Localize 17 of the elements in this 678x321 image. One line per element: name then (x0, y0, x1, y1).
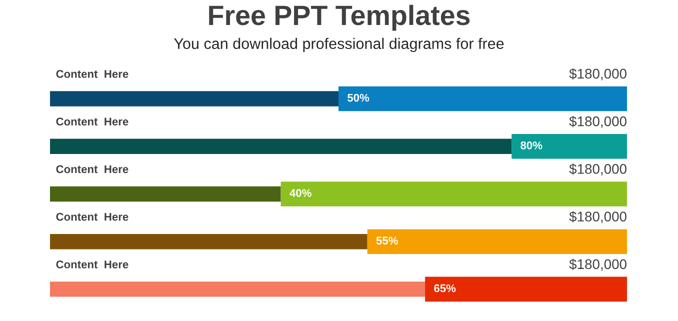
annotation: $180,000 (569, 258, 626, 271)
y-tick-label: Content Here (56, 165, 128, 174)
chart-subtitle: You can download professional diagrams for free (174, 38, 504, 52)
data-label: 65% (434, 284, 456, 292)
annotation: $180,000 (569, 68, 626, 80)
y-tick-label: Content Here (56, 70, 128, 78)
y-tick-label: Content Here (56, 212, 128, 221)
y-tick-label: Content Here (56, 260, 128, 268)
data-label: 80% (520, 141, 542, 150)
data-label: 50% (347, 94, 370, 102)
chart-title: Free PPT Templates (209, 4, 470, 31)
data-label: 55% (376, 236, 398, 245)
annotation: $180,000 (569, 116, 626, 128)
annotation: $180,000 (569, 163, 626, 176)
data-label: 40% (290, 189, 312, 197)
y-tick-label: Content Here (56, 118, 128, 126)
annotation: $180,000 (569, 211, 626, 224)
